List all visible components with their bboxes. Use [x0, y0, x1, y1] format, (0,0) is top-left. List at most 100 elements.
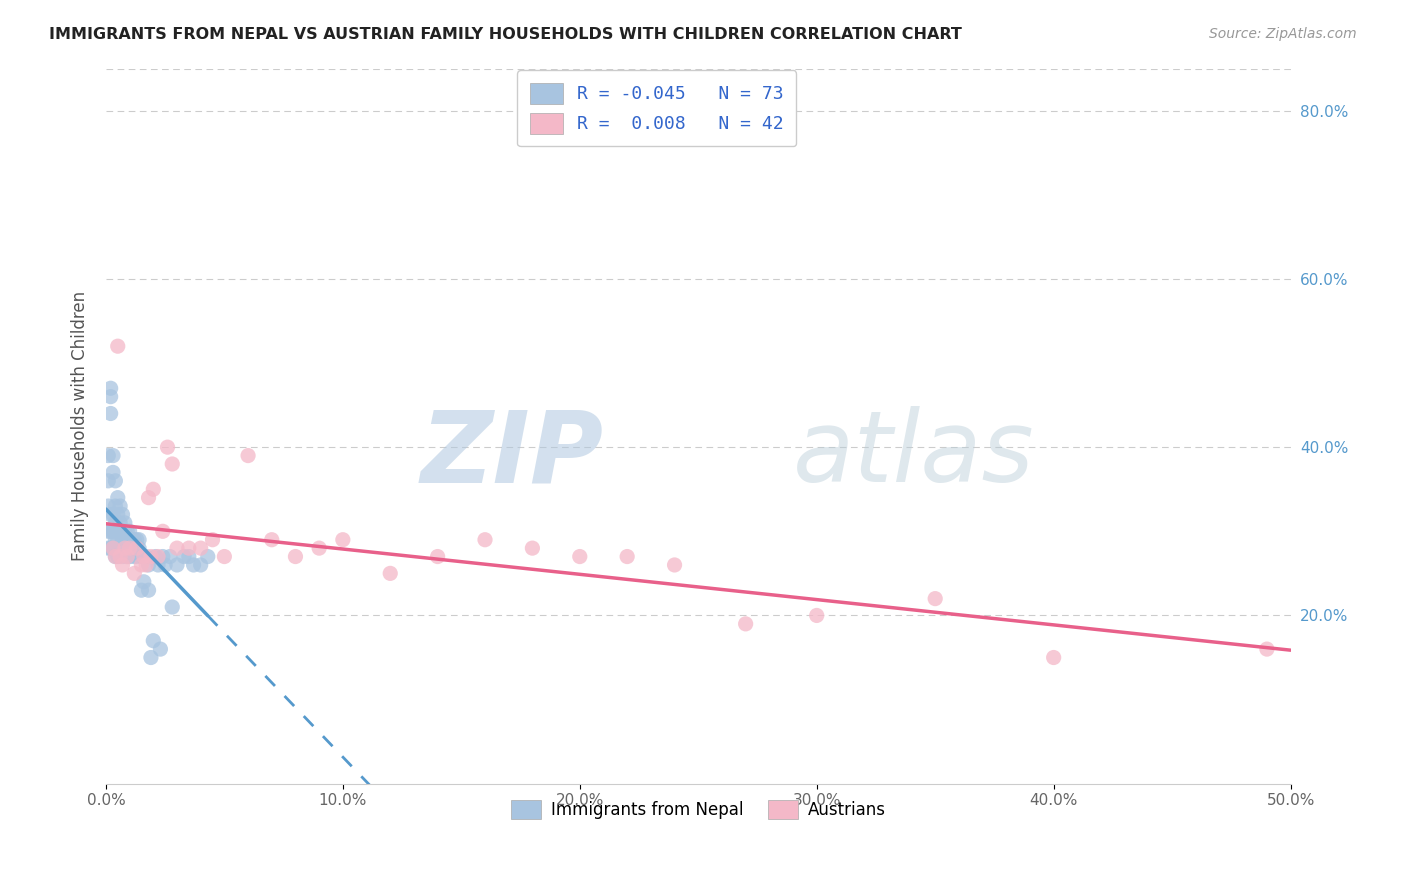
Point: [115, 549, 138, 564]
Point: [132, 549, 155, 564]
Point: [806, 608, 828, 623]
Point: [132, 549, 155, 564]
Point: [97, 474, 120, 488]
Point: [97, 524, 120, 539]
Point: [568, 549, 591, 564]
Point: [166, 541, 188, 556]
Point: [107, 508, 129, 522]
Point: [97, 499, 120, 513]
Point: [197, 549, 219, 564]
Point: [131, 549, 153, 564]
Point: [159, 549, 181, 564]
Point: [121, 533, 143, 547]
Point: [104, 499, 127, 513]
Point: [474, 533, 496, 547]
Point: [118, 524, 141, 539]
Point: [139, 650, 162, 665]
Point: [260, 533, 283, 547]
Point: [173, 549, 195, 564]
Point: [101, 541, 124, 556]
Point: [664, 558, 686, 572]
Point: [100, 524, 122, 539]
Point: [124, 533, 146, 547]
Point: [108, 549, 131, 564]
Point: [115, 533, 138, 547]
Point: [734, 616, 756, 631]
Point: [190, 541, 212, 556]
Point: [138, 558, 160, 572]
Point: [111, 508, 134, 522]
Point: [97, 449, 120, 463]
Point: [115, 524, 138, 539]
Point: [107, 524, 129, 539]
Point: [308, 541, 330, 556]
Text: atlas: atlas: [793, 406, 1035, 503]
Point: [153, 558, 176, 572]
Point: [426, 549, 449, 564]
Point: [107, 549, 129, 564]
Point: [108, 499, 131, 513]
Point: [145, 549, 167, 564]
Point: [162, 600, 184, 615]
Point: [111, 524, 134, 539]
Point: [101, 508, 124, 522]
Point: [236, 449, 259, 463]
Point: [124, 566, 146, 581]
Point: [131, 558, 153, 572]
Point: [107, 339, 129, 353]
Point: [118, 533, 141, 547]
Point: [101, 541, 124, 556]
Point: [201, 533, 224, 547]
Point: [104, 533, 127, 547]
Point: [166, 558, 188, 572]
Point: [118, 549, 141, 564]
Y-axis label: Family Households with Children: Family Households with Children: [72, 291, 89, 561]
Point: [131, 583, 153, 598]
Point: [100, 381, 122, 395]
Legend: Immigrants from Nepal, Austrians: Immigrants from Nepal, Austrians: [503, 793, 893, 825]
Point: [138, 583, 160, 598]
Point: [522, 541, 544, 556]
Point: [156, 440, 179, 454]
Point: [111, 558, 134, 572]
Point: [152, 524, 174, 539]
Text: IMMIGRANTS FROM NEPAL VS AUSTRIAN FAMILY HOUSEHOLDS WITH CHILDREN CORRELATION CH: IMMIGRANTS FROM NEPAL VS AUSTRIAN FAMILY…: [49, 27, 962, 42]
Point: [118, 541, 141, 556]
Point: [132, 574, 155, 589]
Point: [125, 533, 148, 547]
Point: [162, 457, 184, 471]
Point: [284, 549, 307, 564]
Point: [100, 390, 122, 404]
Point: [380, 566, 402, 581]
Point: [924, 591, 946, 606]
Point: [114, 541, 136, 556]
Point: [214, 549, 236, 564]
Point: [138, 491, 160, 505]
Point: [149, 642, 172, 657]
Point: [142, 482, 165, 496]
Point: [108, 524, 131, 539]
Point: [114, 524, 136, 539]
Text: ZIP: ZIP: [420, 406, 603, 503]
Point: [128, 541, 150, 556]
Point: [146, 558, 169, 572]
Point: [97, 541, 120, 556]
Point: [111, 549, 134, 564]
Point: [100, 508, 122, 522]
Point: [1042, 650, 1064, 665]
Point: [107, 533, 129, 547]
Point: [107, 491, 129, 505]
Point: [177, 549, 200, 564]
Point: [101, 449, 124, 463]
Point: [100, 541, 122, 556]
Point: [124, 549, 146, 564]
Point: [183, 558, 205, 572]
Point: [142, 633, 165, 648]
Point: [332, 533, 354, 547]
Point: [108, 516, 131, 530]
Point: [108, 541, 131, 556]
Point: [121, 541, 143, 556]
Point: [152, 549, 174, 564]
Point: [1256, 642, 1278, 657]
Point: [135, 549, 157, 564]
